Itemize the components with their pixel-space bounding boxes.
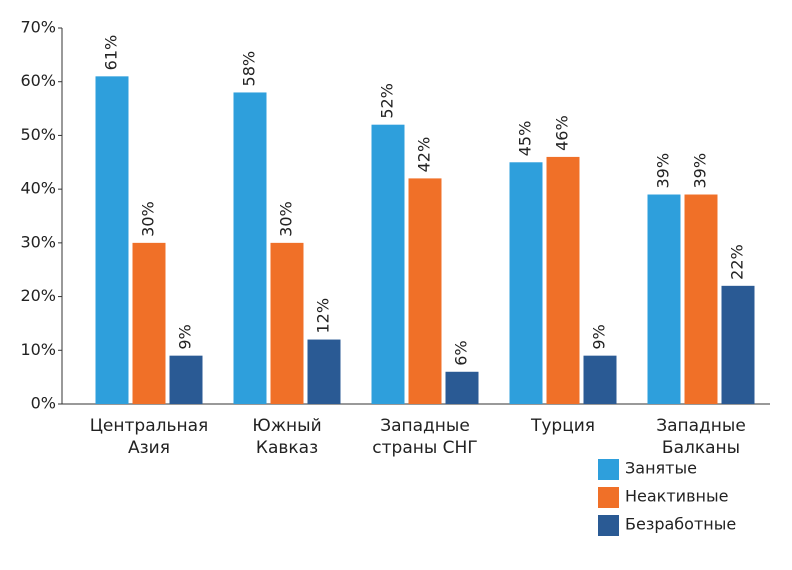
x-tick-label: Южный Кавказ (252, 416, 321, 458)
x-tick-label: Западные страны СНГ (372, 416, 477, 458)
x-tick-label-line: Южный (252, 416, 321, 436)
x-tick-label-line: Западные (380, 416, 470, 436)
value-label: 9% (176, 324, 195, 349)
legend-swatch (598, 515, 619, 536)
value-label: 39% (691, 153, 710, 189)
value-label: 9% (590, 324, 609, 349)
value-label: 30% (139, 201, 158, 237)
y-tick-label: 60% (20, 71, 56, 90)
value-label: 45% (516, 121, 535, 157)
x-tick-label-line: Западные (656, 416, 746, 436)
x-tick-label-line: Центральная (90, 416, 209, 436)
value-label: 58% (240, 51, 259, 87)
bar (169, 355, 203, 404)
bar (233, 92, 267, 404)
bar (684, 194, 718, 404)
value-label: 39% (654, 153, 673, 189)
y-tick-label: 70% (20, 18, 56, 37)
y-tick-label: 10% (20, 340, 56, 359)
value-label: 30% (277, 201, 296, 237)
y-tick-label: 50% (20, 125, 56, 144)
value-label: 22% (728, 244, 747, 280)
y-tick-label: 40% (20, 179, 56, 198)
bar (132, 242, 166, 404)
value-label: 61% (102, 35, 121, 71)
bar (445, 371, 479, 404)
x-tick-label: Турция (530, 416, 595, 436)
value-label: 52% (378, 83, 397, 119)
x-tick-label-line: Турция (530, 416, 595, 436)
value-label: 6% (452, 340, 471, 365)
legend-label: Занятые (625, 459, 697, 478)
bar (270, 242, 304, 404)
x-tick-label: Центральная Азия (90, 416, 209, 458)
bar (509, 162, 543, 404)
bar (721, 285, 755, 404)
bar (307, 339, 341, 404)
legend-swatch (598, 459, 619, 480)
y-tick-label: 30% (20, 232, 56, 251)
bar (408, 178, 442, 404)
legend-label: Неактивные (625, 487, 728, 506)
legend-label: Безработные (625, 515, 736, 534)
x-tick-label-line: страны СНГ (372, 438, 477, 458)
value-label: 46% (553, 115, 572, 151)
value-label: 12% (314, 298, 333, 334)
legend-swatch (598, 487, 619, 508)
value-label: 42% (415, 137, 434, 173)
bar (546, 156, 580, 404)
bar (647, 194, 681, 404)
y-tick-label: 20% (20, 286, 56, 305)
x-tick-label-line: Кавказ (256, 438, 318, 458)
x-tick-label-line: Азия (128, 438, 170, 458)
x-tick-label-line: Балканы (662, 438, 740, 458)
y-tick-label: 0% (31, 394, 56, 413)
bar (583, 355, 617, 404)
bar (371, 124, 405, 404)
bar (95, 76, 129, 404)
x-tick-label: Западные Балканы (656, 416, 746, 458)
